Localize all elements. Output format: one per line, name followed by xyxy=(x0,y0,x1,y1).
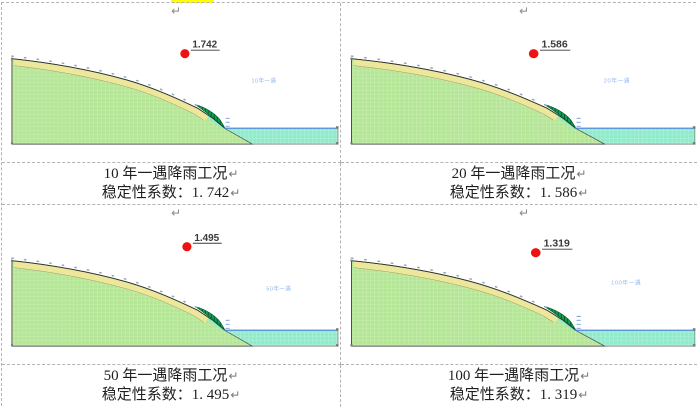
slope-body xyxy=(11,58,255,145)
surface-ticks xyxy=(11,257,199,309)
surface-layer-bottom-line xyxy=(353,65,554,121)
fos-label: 1.586 xyxy=(542,40,568,51)
boundary-marks xyxy=(576,117,581,127)
slope-surface-line xyxy=(11,260,225,331)
caption-line-1: 100 年一遇降雨工况↵ xyxy=(448,367,590,386)
surface-soil-layer xyxy=(13,261,209,323)
corner-nodes xyxy=(350,57,696,145)
return-mark: ↵ xyxy=(230,388,241,402)
scenario-watermark: 10年一遇 xyxy=(252,77,277,85)
return-mark: ↵ xyxy=(228,369,239,383)
surface-layer-bottom-line xyxy=(353,267,554,323)
fos-marker xyxy=(182,242,192,252)
return-mark: ↵ xyxy=(580,369,591,383)
paragraph-mark: ↵ xyxy=(519,4,530,18)
return-mark: ↵ xyxy=(578,185,589,200)
slope-figure-10yr: 1.742 10年一遇 xyxy=(10,40,339,145)
caption-line-2: 稳定性系数：1. 319↵ xyxy=(450,386,589,405)
corner-nodes xyxy=(350,259,696,347)
surface-soil-layer xyxy=(353,59,559,121)
caption-line-1: 20 年一遇降雨工况↵ xyxy=(452,165,587,184)
corner-nodes xyxy=(10,259,339,347)
caption-cell-10yr: 10 年一遇降雨工况↵ 稳定性系数：1. 742↵ xyxy=(2,163,341,205)
scenario-watermark: 50年一遇 xyxy=(266,284,291,292)
figure-cell-50yr: 1.495 50年一遇 ↵ xyxy=(2,205,341,365)
fos-label: 1.495 xyxy=(194,233,219,244)
paragraph-mark: ↵ xyxy=(171,4,182,18)
caption-title: 50 年一遇降雨工况 xyxy=(103,368,228,384)
surface-layer-bottom-line xyxy=(13,267,204,323)
highlight-remnant xyxy=(171,0,214,3)
boundary-marks xyxy=(225,117,230,127)
caption-title: 20 年一遇降雨工况 xyxy=(451,165,576,182)
fos-label: 1.319 xyxy=(544,239,570,250)
caption-line-2: 稳定性系数：1. 586↵ xyxy=(450,184,589,203)
slope-figure-50yr: 1.495 50年一遇 xyxy=(10,233,339,347)
scenario-watermark: 20年一遇 xyxy=(604,77,630,85)
figure-cell-10yr: 1.742 10年一遇 ↵ xyxy=(2,3,341,163)
caption-value: 稳定性系数：1. 319 xyxy=(449,387,578,403)
caption-line-2: 稳定性系数：1. 742↵ xyxy=(102,184,241,203)
surface-soil-layer xyxy=(353,261,559,323)
caption-value: 稳定性系数：1. 742 xyxy=(101,184,230,201)
surface-soil-layer xyxy=(13,59,209,121)
caption-title: 10 年一遇降雨工况 xyxy=(103,165,228,182)
return-mark: ↵ xyxy=(228,166,239,181)
fos-marker xyxy=(180,49,190,59)
scenario-watermark: 100年一遇 xyxy=(611,279,641,287)
surface-ticks xyxy=(350,55,549,107)
slope-figure-100yr: 1.319 100年一遇 xyxy=(350,239,696,347)
caption-line-1: 50 年一遇降雨工况↵ xyxy=(104,367,239,386)
boundary-marks xyxy=(225,319,230,329)
return-mark: ↵ xyxy=(576,166,587,181)
slope-surface-line xyxy=(351,260,576,331)
caption-value: 稳定性系数：1. 586 xyxy=(449,184,578,201)
surface-layer-bottom-line xyxy=(13,65,204,121)
slope-body xyxy=(11,260,255,347)
figure-cell-20yr: 1.586 20年一遇 ↵ xyxy=(341,3,697,163)
fos-marker xyxy=(528,49,539,59)
slope-figure-20yr: 1.586 20年一遇 xyxy=(350,40,696,145)
caption-title: 100 年一遇降雨工况 xyxy=(447,368,580,384)
caption-line-1: 10 年一遇降雨工况↵ xyxy=(104,165,239,184)
slope-body xyxy=(351,58,607,145)
caption-cell-20yr: 20 年一遇降雨工况↵ 稳定性系数：1. 586↵ xyxy=(341,163,697,205)
slope-surface-line xyxy=(351,58,576,129)
surface-ticks xyxy=(350,257,549,309)
surface-ticks xyxy=(11,55,199,107)
boundary-marks xyxy=(576,315,581,329)
caption-cell-50yr: 50 年一遇降雨工况↵ 稳定性系数：1. 495↵ xyxy=(2,365,341,407)
slope-body xyxy=(351,260,607,347)
return-mark: ↵ xyxy=(230,185,241,200)
figure-cell-100yr: 1.319 100年一遇 ↵ xyxy=(341,205,697,365)
caption-value: 稳定性系数：1. 495 xyxy=(101,387,230,403)
paragraph-mark: ↵ xyxy=(171,206,182,220)
fos-marker xyxy=(530,248,541,258)
caption-cell-100yr: 100 年一遇降雨工况↵ 稳定性系数：1. 319↵ xyxy=(341,365,697,407)
caption-line-2: 稳定性系数：1. 495↵ xyxy=(102,386,241,405)
return-mark: ↵ xyxy=(578,388,589,402)
slope-surface-line xyxy=(11,58,225,129)
fos-label: 1.742 xyxy=(192,40,217,51)
corner-nodes xyxy=(10,57,339,145)
paragraph-mark: ↵ xyxy=(519,206,530,220)
